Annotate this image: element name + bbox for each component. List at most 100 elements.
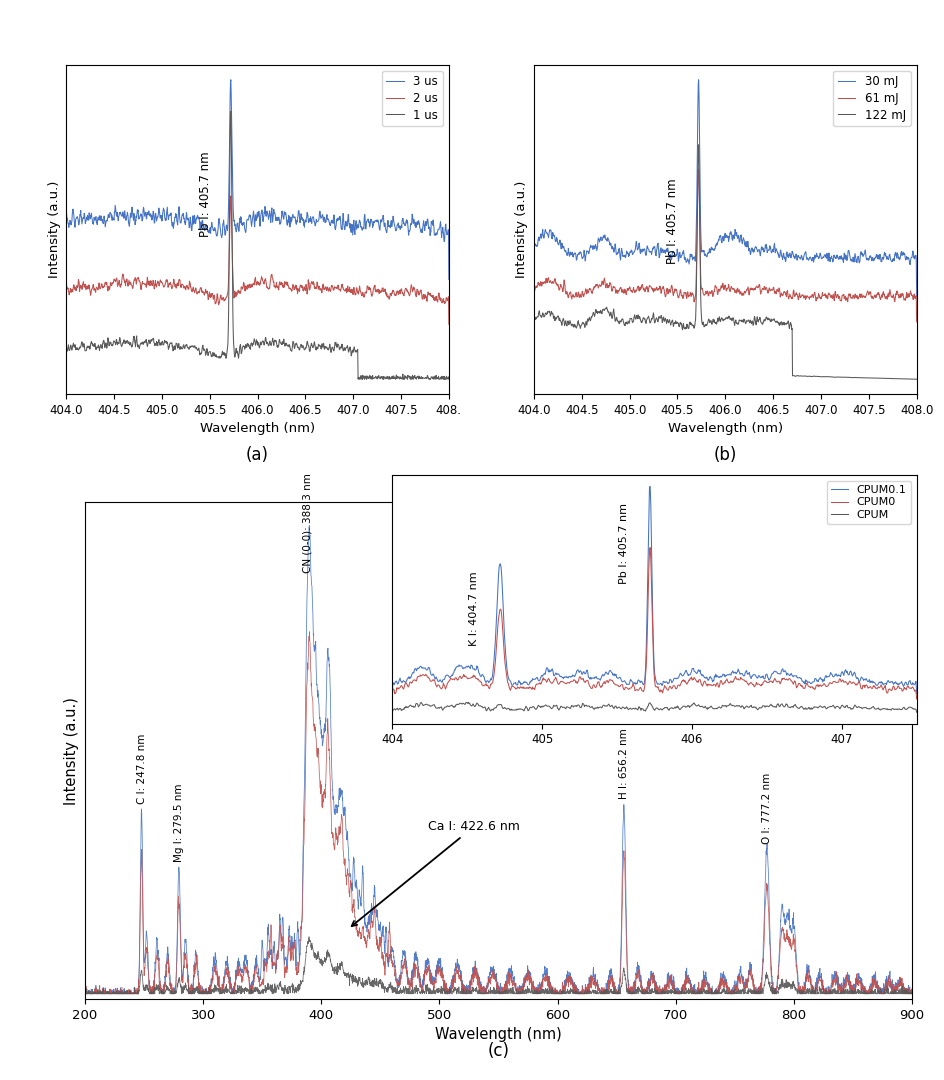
30 mJ	[683, 256, 694, 269]
Text: (b): (b)	[713, 446, 736, 464]
CPUM	[910, 705, 921, 718]
61 mJ	[697, 285, 708, 298]
CPUM0.1	[469, 967, 480, 980]
CPUM0	[705, 678, 716, 691]
CPUM	[386, 706, 397, 719]
3 us	[443, 273, 454, 286]
61 mJ	[683, 289, 694, 302]
CPUM0.1	[910, 687, 921, 700]
Y-axis label: Intensity (a.u.): Intensity (a.u.)	[514, 180, 528, 279]
CPUM	[905, 987, 917, 1000]
Text: (c): (c)	[487, 1042, 509, 1061]
61 mJ	[834, 291, 845, 303]
CPUM	[841, 986, 852, 999]
Text: C I: 247.8 nm: C I: 247.8 nm	[136, 733, 146, 804]
CPUM	[838, 701, 850, 714]
1 us	[324, 341, 335, 354]
Text: K I: 404.7 nm: K I: 404.7 nm	[468, 571, 479, 647]
Legend: 3 us, 2 us, 1 us: 3 us, 2 us, 1 us	[381, 70, 443, 126]
Line: 3 us: 3 us	[66, 80, 448, 280]
Line: CPUM0.1: CPUM0.1	[85, 526, 911, 994]
CPUM0.1	[905, 987, 917, 1000]
CPUM	[379, 983, 390, 996]
CPUM0.1	[691, 666, 702, 679]
CPUM0	[910, 692, 921, 705]
3 us	[229, 218, 241, 231]
1 us	[443, 373, 454, 386]
CPUM	[604, 984, 615, 997]
CPUM0	[720, 673, 732, 686]
CPUM	[463, 696, 474, 708]
2 us	[366, 289, 378, 302]
CPUM0	[570, 981, 582, 994]
CPUM0	[784, 674, 796, 687]
122 mJ	[834, 370, 845, 383]
61 mJ	[791, 287, 802, 300]
X-axis label: Wavelength (nm): Wavelength (nm)	[667, 422, 782, 435]
CPUM0.1	[604, 962, 615, 975]
30 mJ	[826, 256, 837, 269]
CPUM0	[386, 692, 397, 705]
3 us	[366, 216, 378, 229]
30 mJ	[697, 245, 708, 258]
CPUM0	[418, 670, 430, 683]
CPUM0.1	[644, 480, 655, 492]
CPUM0	[379, 961, 390, 974]
30 mJ	[910, 289, 921, 302]
61 mJ	[692, 163, 703, 176]
3 us	[215, 228, 227, 241]
122 mJ	[692, 138, 703, 151]
61 mJ	[826, 292, 837, 305]
CPUM	[418, 699, 430, 712]
1 us	[360, 372, 371, 384]
Line: 1 us: 1 us	[66, 111, 448, 379]
30 mJ	[791, 254, 802, 267]
CPUM0.1	[304, 519, 315, 532]
Text: Pb I: 405.7 nm: Pb I: 405.7 nm	[198, 151, 211, 238]
122 mJ	[910, 373, 921, 386]
CPUM0.1	[252, 959, 263, 972]
Y-axis label: Intensity (a.u.): Intensity (a.u.)	[64, 697, 79, 805]
CPUM0.1	[570, 983, 582, 996]
CPUM0.1	[379, 941, 390, 954]
CPUM0	[905, 987, 917, 1000]
Line: 2 us: 2 us	[66, 195, 448, 324]
Legend: 30 mJ, 61 mJ, 122 mJ: 30 mJ, 61 mJ, 122 mJ	[833, 70, 910, 126]
CPUM0.1	[720, 669, 732, 681]
122 mJ	[791, 369, 802, 382]
CPUM	[469, 984, 480, 997]
3 us	[359, 210, 370, 222]
122 mJ	[566, 320, 578, 333]
1 us	[353, 373, 364, 386]
Line: 61 mJ: 61 mJ	[533, 170, 916, 322]
2 us	[443, 318, 454, 330]
CPUM	[252, 985, 263, 998]
1 us	[229, 350, 241, 363]
CPUM0	[252, 971, 263, 984]
1 us	[225, 105, 236, 118]
Y-axis label: Intensity (a.u.): Intensity (a.u.)	[47, 180, 60, 279]
CPUM0.1	[784, 669, 796, 681]
Text: O I: 777.2 nm: O I: 777.2 nm	[761, 773, 771, 845]
Text: Pb I: 405.7 nm: Pb I: 405.7 nm	[618, 502, 629, 583]
Legend: CPUM0.1, CPUM0, CPUM: CPUM0.1, CPUM0, CPUM	[826, 481, 910, 524]
3 us	[60, 259, 72, 272]
Text: Mg I: 279.5 nm: Mg I: 279.5 nm	[174, 783, 184, 862]
CPUM0.1	[705, 672, 716, 685]
Text: Ca I: 422.6 nm: Ca I: 422.6 nm	[351, 821, 519, 926]
CPUM	[784, 701, 796, 714]
CPUM0.1	[79, 987, 91, 1000]
CPUM	[705, 700, 716, 713]
61 mJ	[910, 315, 921, 328]
CPUM0	[79, 984, 91, 997]
122 mJ	[528, 328, 539, 341]
CPUM0	[469, 968, 480, 981]
CPUM0.1	[418, 662, 430, 675]
1 us	[60, 353, 72, 366]
30 mJ	[692, 73, 703, 86]
1 us	[99, 339, 110, 352]
2 us	[324, 281, 335, 294]
Line: CPUM0.1: CPUM0.1	[392, 486, 916, 694]
30 mJ	[566, 249, 578, 262]
2 us	[215, 288, 227, 301]
